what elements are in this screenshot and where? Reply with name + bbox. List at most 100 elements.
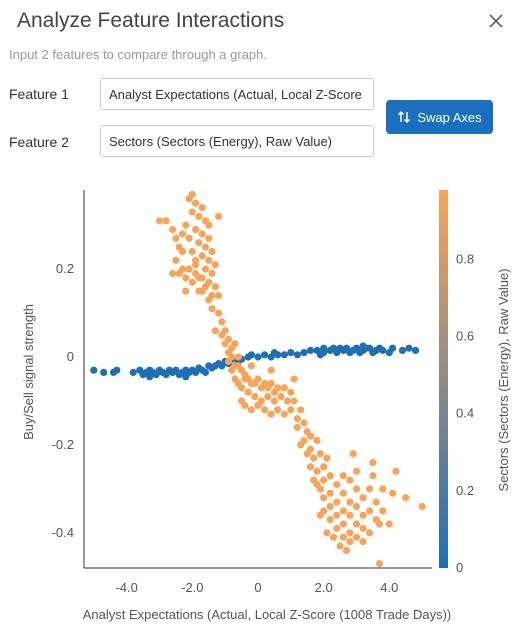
scatter-point (379, 485, 387, 493)
scatter-point (313, 436, 321, 445)
scatter-point (293, 415, 301, 423)
scatter-point (352, 467, 361, 475)
scatter-point (283, 397, 292, 405)
scatter-point (333, 524, 341, 532)
colorbar-tick-label: 0.4 (456, 406, 474, 421)
scatter-point (182, 287, 190, 295)
scatter-point (352, 520, 361, 528)
scatter-point (205, 221, 213, 229)
scatter-point (359, 538, 367, 546)
scatter-point (290, 397, 298, 405)
scatter-point (267, 366, 275, 374)
scatter-point (369, 458, 377, 467)
scatter-point (218, 362, 226, 370)
scatter-point (346, 511, 354, 519)
scatter-point (178, 230, 187, 238)
scatter-point (182, 221, 190, 229)
scatter-point (293, 351, 301, 359)
scatter-point (405, 344, 413, 352)
scatter-point (234, 353, 242, 361)
scatter-point (352, 485, 361, 493)
scatter-point (215, 212, 223, 220)
scatter-point (192, 199, 200, 207)
scatter-point (231, 340, 239, 348)
scatter-point (211, 327, 219, 335)
scatter-point (316, 511, 324, 519)
scatter-point (195, 212, 203, 220)
scatter-point (188, 278, 196, 286)
scatter-point (188, 190, 196, 198)
scatter-point (352, 533, 361, 541)
scatter-point (205, 234, 213, 242)
scatter-point (333, 511, 341, 519)
scatter-point (270, 397, 278, 405)
scatter-point (280, 351, 288, 359)
scatter-point (169, 226, 177, 234)
scatter-point (185, 265, 193, 273)
scatter-point (320, 476, 328, 484)
scatter-point (188, 247, 196, 256)
scatter-point (359, 342, 367, 350)
scatter-point (326, 516, 334, 524)
scatter-point (267, 379, 275, 387)
scatter-point (280, 410, 288, 418)
scatter-point (198, 204, 206, 212)
scatter-point (339, 489, 347, 497)
scatter-point (277, 393, 285, 401)
scatter-point (195, 239, 203, 247)
x-tick-label: 4.0 (380, 580, 398, 595)
scatter-point (372, 498, 380, 506)
scatter-point (339, 472, 347, 480)
swap-axes-button[interactable]: Swap Axes (386, 100, 493, 134)
scatter-point (198, 287, 206, 295)
scatter-point (366, 485, 374, 493)
scatter-point (306, 432, 315, 440)
scatter-point (254, 353, 262, 361)
dialog-subtitle: Input 2 features to compare through a gr… (9, 47, 268, 62)
scatter-point (251, 393, 259, 401)
scatter-point (182, 274, 190, 282)
scatter-point (182, 373, 190, 381)
scatter-point (402, 494, 410, 502)
scatter-point (215, 309, 223, 317)
swap-axes-icon (398, 110, 411, 124)
feature2-input[interactable] (100, 125, 374, 157)
scatter-point (333, 480, 341, 489)
scatter-point (300, 349, 308, 357)
feature2-label: Feature 2 (9, 134, 69, 150)
colorbar-tick-label: 0 (456, 560, 463, 575)
scatter-point (392, 467, 400, 475)
scatter-point (208, 247, 216, 256)
scatter-point (320, 463, 328, 471)
scatter-point (261, 351, 269, 359)
scatter-point (346, 529, 354, 537)
scatter-point (412, 346, 420, 354)
scatter-point (129, 368, 137, 376)
scatter-point (238, 397, 246, 405)
scatter-point (169, 269, 177, 278)
scatter-point (205, 278, 213, 286)
scatter-chart: -4.0 -2.0 0 2.0 4.0 -0.4 -0.2 0 0.2 Buy/Sell sig… (21, 190, 511, 622)
scatter-point (343, 546, 351, 554)
scatter-point (336, 542, 344, 550)
scatter-point (211, 283, 219, 291)
scatter-point (208, 269, 216, 278)
scatter-point (247, 351, 255, 359)
feature1-input[interactable] (100, 78, 374, 110)
colorbar-tick-label: 0.6 (456, 329, 474, 344)
scatter-point (208, 305, 216, 313)
scatter-point (290, 375, 298, 383)
scatter-point (146, 373, 154, 381)
scatter-point (185, 234, 193, 242)
scatter-point (247, 362, 255, 370)
scatter-point (228, 366, 236, 374)
scatter-point (198, 230, 206, 238)
scatter-point (254, 375, 262, 383)
scatter-point (113, 366, 121, 374)
scatter-point (264, 393, 272, 401)
scatter-point (287, 406, 295, 414)
scatter-point (162, 217, 170, 225)
close-icon[interactable] (487, 12, 505, 30)
scatter-point (247, 406, 255, 414)
scatter-point (310, 454, 318, 462)
